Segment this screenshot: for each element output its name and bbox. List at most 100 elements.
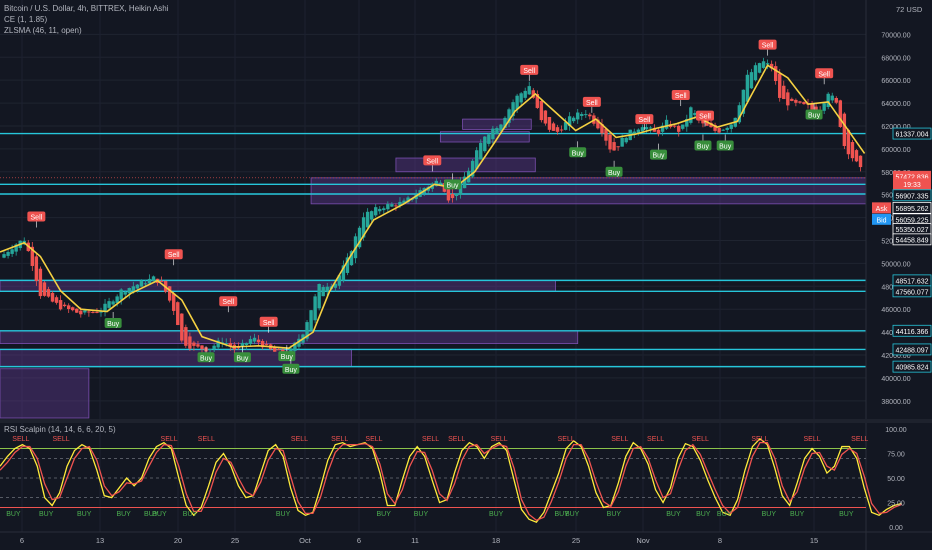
sell-signal-label[interactable] [164,249,183,260]
sell-signal-label[interactable] [582,96,601,107]
candle-body [717,127,721,133]
candle-body [539,100,544,121]
price-axis-label[interactable] [892,343,932,356]
price-axis-label[interactable] [892,285,932,298]
rsi-indicator-label[interactable]: RSI Scalpin (14, 14, 6, 6, 20, 5) [4,425,116,434]
candle-body [200,345,204,350]
rsi-y-tick-label: 25.00 [887,501,905,508]
sell-signal-label[interactable] [27,211,46,222]
rsi-sell-label: SELL [803,436,820,443]
candle-body [672,125,677,127]
zlsma-indicator-label[interactable]: ZLSMA (46, 11, open) [4,26,82,35]
price-axis-label[interactable] [893,178,931,190]
candle-body [83,310,87,313]
sell-signal-label[interactable] [815,68,834,79]
price-axis-label[interactable] [892,201,932,214]
sell-signal-label[interactable] [695,110,714,121]
rsi-buy-label: BUY [607,511,622,518]
candle-body [365,211,370,228]
candle-body [790,98,794,101]
buy-signal-label[interactable] [694,140,712,151]
sell-signal-label[interactable] [259,316,278,327]
rsi-sell-label: SELL [12,436,29,443]
price-axis-label[interactable] [892,360,932,373]
ask-tag-text: Ask [876,206,888,213]
sell-signal-label[interactable] [758,39,777,50]
candle-body [749,72,754,89]
sell-signal-label[interactable] [671,90,690,101]
candle-body [640,127,645,132]
candle-body [713,124,717,131]
sell-signal-label[interactable] [219,296,238,307]
price-axis-label[interactable] [893,170,931,182]
candle-body [648,127,653,129]
x-tick-label: 20 [174,536,182,545]
buy-signal-label[interactable] [197,352,215,363]
bid-tag[interactable] [872,213,891,225]
buy-signal-label[interactable] [805,109,823,120]
candle-body [180,313,184,341]
candle-body [765,63,770,65]
buy-signal-label[interactable] [605,166,623,177]
price-axis-label-text: 40985.824 [895,365,928,372]
candle-body [151,276,156,282]
candle-body [830,95,834,101]
candle-body [252,337,257,342]
buy-signal-label[interactable] [569,147,587,158]
buy-signal-label[interactable] [233,352,251,363]
candle-body [681,124,685,129]
price-axis-label[interactable] [892,233,932,246]
price-axis-label[interactable] [892,324,932,337]
sell-signal-label[interactable] [635,114,654,125]
rsi-sell-label: SELL [751,436,768,443]
candle-body [103,303,107,312]
y-tick-label: 38000.00 [881,399,910,406]
candle-body [143,283,148,285]
buy-signal-label[interactable] [104,317,122,328]
rsi-sell-label: SELL [491,436,508,443]
candle-body [604,128,608,141]
candle-body [378,208,382,212]
rsi-buy-label: BUY [276,511,291,518]
buy-signal-text: Buy [697,143,710,150]
rsi-buy-label: BUY [790,511,805,518]
candle-body [289,348,293,354]
candle-body [434,180,439,187]
y-tick-label: 50000.00 [881,261,910,268]
x-tick-label: 8 [718,536,722,545]
x-tick-label: 6 [20,536,24,545]
rsi-sell-label: SELL [53,436,70,443]
candle-body [511,102,515,117]
rsi-y-tick-label: 50.00 [887,476,905,483]
buy-signal-text: Buy [285,367,298,374]
y-tick-label: 64000.00 [881,101,910,108]
candle-body [782,85,786,100]
buy-signal-label[interactable] [716,140,734,151]
candle-body [826,93,830,107]
buy-signal-text: Buy [652,153,665,160]
buy-signal-label[interactable] [282,363,300,374]
symbol-title[interactable]: Bitcoin / U.S. Dollar, 4h, BITTREX, Heik… [4,4,169,13]
candle-body [769,63,774,69]
price-axis-label-text: 42488.097 [895,347,928,354]
ce-indicator-label[interactable]: CE (1, 1.85) [4,15,48,24]
candle-body [567,116,572,127]
candle-body [139,280,144,287]
sell-signal-label[interactable] [423,155,442,166]
candle-body [58,300,63,310]
candle-body [491,128,495,140]
price-axis-label[interactable] [892,127,932,140]
candle-body [273,346,277,352]
candle-body [6,251,10,256]
candle-body [75,308,79,313]
sell-signal-label[interactable] [520,64,539,75]
buy-signal-label[interactable] [443,179,461,190]
rsi-sell-label: SELL [422,436,439,443]
buy-signal-label[interactable] [650,149,668,160]
rsi-buy-label: BUY [144,511,159,518]
candle-body [547,117,552,130]
ask-tag[interactable] [872,202,891,214]
candle-body [854,150,859,162]
price-axis-label[interactable] [892,189,932,202]
